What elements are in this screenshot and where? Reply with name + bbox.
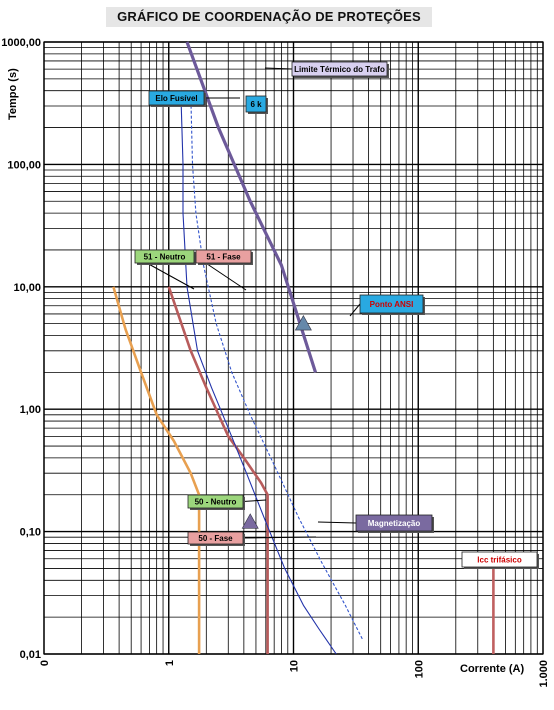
plot-border — [43, 41, 544, 655]
annotation-box — [148, 90, 205, 106]
x-tick-label: 1.000 — [538, 660, 550, 688]
annotation-7: 50 - Fase — [187, 531, 245, 546]
series-line-0 — [112, 286, 201, 654]
annotation-label: 50 - Neutro — [195, 498, 237, 507]
series-layer — [112, 41, 495, 655]
grid-major — [43, 41, 544, 655]
y-tick-label: 1000,00 — [1, 37, 41, 49]
annotation-label: Magnetização — [368, 519, 421, 528]
annotation-label: 50 - Fase — [198, 534, 233, 543]
x-axis-title: Corrente (A) — [460, 663, 525, 675]
annotation-arrow-7 — [242, 536, 317, 539]
annotation-label: 51 - Fase — [206, 253, 241, 262]
y-tick-label: 0,01 — [20, 649, 41, 661]
chart-title: GRÁFICO DE COORDENAÇÃO DE PROTEÇÕES — [106, 7, 432, 27]
y-tick-label: 1,00 — [20, 404, 41, 416]
annotation-9: Icc trifásico — [461, 551, 539, 569]
annotation-box — [187, 494, 244, 509]
x-tick-label: 0 — [39, 660, 51, 666]
annotations-layer: Limite Térmico do Trafo Elo Fusível 6 k 51 … — [134, 61, 539, 569]
annotation-box — [187, 531, 244, 545]
series-line-2 — [185, 41, 318, 373]
annotation-4: 51 - Fase — [195, 249, 253, 265]
annotation-box — [195, 249, 252, 264]
annotation-box — [355, 514, 433, 532]
annotation-box — [291, 61, 388, 77]
annotation-label: Icc trifásico — [477, 556, 522, 565]
annotation-8: Magnetização — [355, 514, 434, 533]
y-tick-label: 0,10 — [20, 527, 41, 539]
annotation-box — [461, 551, 538, 568]
annotation-box — [359, 294, 424, 314]
series-line-1 — [167, 286, 269, 654]
annotation-arrow-6 — [242, 499, 267, 502]
annotation-box — [134, 249, 195, 264]
marker-triangle-1 — [241, 513, 259, 529]
annotation-box — [245, 95, 267, 113]
annotation-arrow-5 — [349, 303, 361, 317]
annotation-label: Ponto ANSI — [370, 300, 414, 309]
x-tick-label: 1 — [164, 660, 176, 666]
annotation-5: Ponto ANSI — [359, 294, 425, 315]
annotation-6: 50 - Neutro — [187, 494, 245, 510]
annotation-1: Elo Fusível — [148, 90, 206, 107]
annotation-label: 6 k — [250, 100, 262, 109]
annotation-3: 51 - Neutro — [134, 249, 196, 265]
annotation-label: 51 - Neutro — [144, 253, 186, 262]
annotation-label: Elo Fusível — [155, 94, 197, 103]
y-tick-labels: 0,01 0,10 1,00 10,00 100,00 1000,00 — [1, 37, 41, 661]
annotation-label: Limite Térmico do Trafo — [294, 65, 385, 74]
y-axis-title: Tempo (s) — [7, 68, 19, 120]
series-line-3 — [180, 90, 337, 655]
annotation-arrow-8 — [317, 521, 357, 524]
x-tick-label: 100 — [413, 660, 425, 678]
y-tick-label: 100,00 — [7, 159, 41, 171]
markers-layer — [241, 315, 312, 529]
marker-triangle-0 — [294, 315, 312, 331]
annotation-arrow-0 — [264, 67, 293, 70]
x-tick-label: 10 — [289, 660, 301, 672]
annotation-0: Limite Térmico do Trafo — [291, 61, 389, 78]
annotation-2: 6 k — [245, 95, 268, 114]
y-tick-label: 10,00 — [13, 282, 41, 294]
series-line-4 — [190, 90, 364, 641]
